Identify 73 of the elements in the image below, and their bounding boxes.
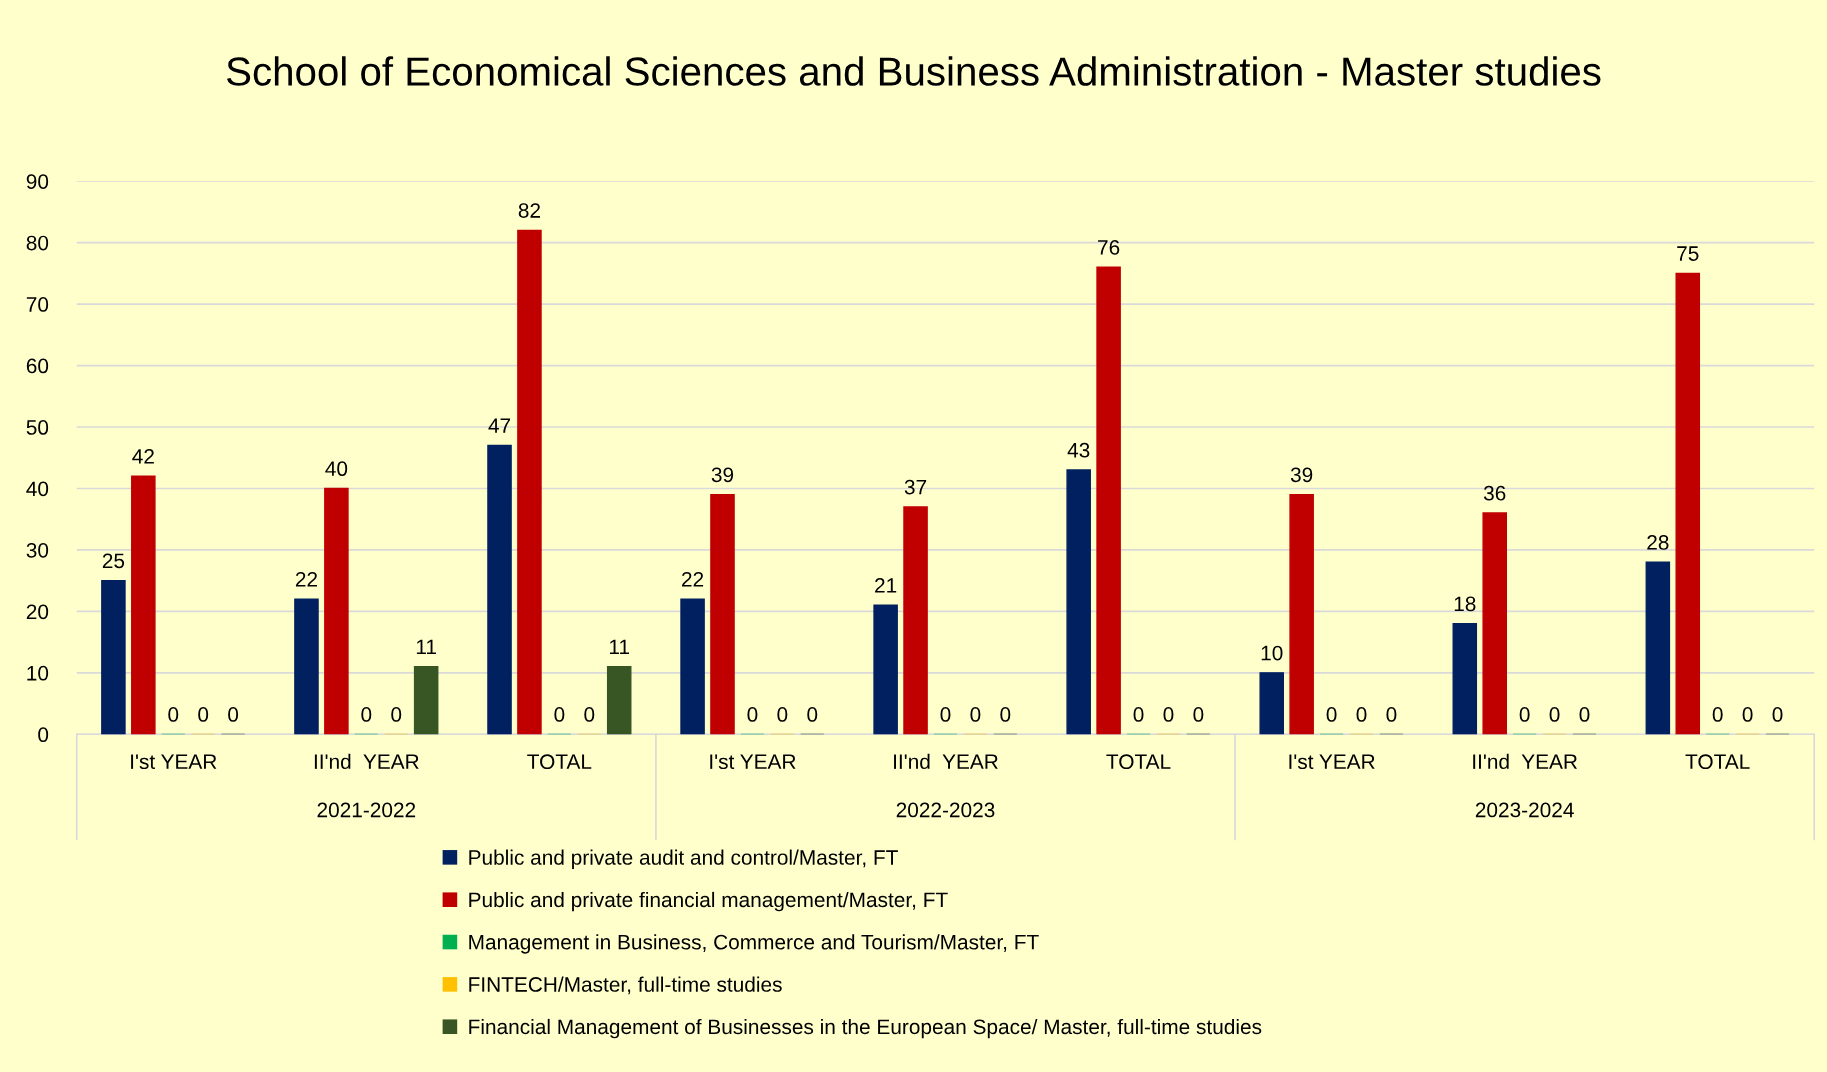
x-tick-label: II'nd YEAR <box>1473 753 1577 770</box>
data-label: 82 <box>518 203 540 218</box>
x-tick-label: I'st YEAR <box>1289 754 1375 770</box>
data-label: 10 <box>1261 645 1283 661</box>
x-tick-label: TOTAL <box>1106 754 1171 770</box>
data-label: 39 <box>711 467 734 483</box>
y-tick-label: 10 <box>27 665 49 681</box>
data-label: 0 <box>1356 707 1367 722</box>
data-label: 0 <box>1579 707 1590 722</box>
y-tick-label: 90 <box>26 174 49 189</box>
data-label: 0 <box>1193 707 1204 722</box>
data-label: 0 <box>198 707 209 722</box>
data-label: 0 <box>168 707 179 722</box>
data-label: 11 <box>609 639 630 655</box>
data-label: 0 <box>1519 707 1530 722</box>
data-label: 43 <box>1067 442 1090 458</box>
data-label: 0 <box>1163 707 1174 722</box>
data-label: 0 <box>1549 707 1560 722</box>
text: 2022-2023 <box>896 802 995 818</box>
data-label: 0 <box>1000 707 1011 722</box>
data-label: 0 <box>1772 707 1783 722</box>
data-label: 0 <box>940 707 951 722</box>
data-label: 0 <box>970 707 981 722</box>
data-label: 21 <box>875 578 897 593</box>
chart-title: School of Economical Sciences and Business Administration - Master studies <box>226 56 1601 86</box>
y-tick-label: 30 <box>26 542 49 558</box>
y-tick-label: 20 <box>26 604 49 620</box>
y-tick-label: 0 <box>38 727 49 743</box>
y-tick-label: 70 <box>26 297 49 312</box>
text: 2023-2024 <box>1475 802 1574 818</box>
data-label: 47 <box>488 418 511 433</box>
data-label: 0 <box>554 707 565 722</box>
data-label: 0 <box>584 707 595 722</box>
x-tick-label: II'nd YEAR <box>894 753 998 770</box>
y-tick-label: 50 <box>26 420 49 435</box>
y-tick-label: 40 <box>26 481 49 497</box>
x-tick-label: I'st YEAR <box>710 754 796 770</box>
data-label: 0 <box>228 707 239 722</box>
x-tick-label: II'nd YEAR <box>314 753 419 770</box>
y-tick-label: 60 <box>26 358 49 374</box>
data-label: 0 <box>391 707 402 722</box>
data-label: 0 <box>747 707 758 722</box>
data-label: 0 <box>1326 707 1337 722</box>
data-label: 0 <box>361 707 372 722</box>
data-label: 75 <box>1677 246 1699 261</box>
data-label: 18 <box>1454 596 1476 612</box>
data-label: 28 <box>1647 535 1669 550</box>
legend-label: Financial Management of Businesses in the European Space/ Master, full-time studies <box>469 1018 1262 1039</box>
data-label: 0 <box>777 707 788 722</box>
x-tick-label: TOTAL <box>527 754 592 770</box>
data-label: 0 <box>807 707 818 722</box>
data-label: 25 <box>102 553 125 569</box>
data-label: 22 <box>295 571 318 587</box>
data-label: 0 <box>1712 707 1723 722</box>
data-label: 36 <box>1483 485 1506 501</box>
legend-label: Management in Business, Commerce and Tourism/Master, FT <box>469 934 1039 954</box>
data-label: 22 <box>682 571 704 587</box>
data-label: 37 <box>904 479 927 495</box>
legend-label: Public and private audit and control/Master, FT <box>469 849 898 869</box>
legend-label: FINTECH/Master, full-time studies <box>469 976 782 995</box>
data-label: 39 <box>1290 467 1313 483</box>
data-label: 0 <box>1742 707 1753 722</box>
legend-label: Public and private financial management/Master, FT <box>469 891 948 912</box>
data-label: 40 <box>325 461 348 477</box>
x-tick-label: I'st YEAR <box>131 754 217 770</box>
data-label: 42 <box>132 448 154 464</box>
data-label: 0 <box>1386 707 1397 722</box>
x-tick-label: TOTAL <box>1685 754 1750 770</box>
data-label: 0 <box>1133 707 1144 722</box>
y-tick-label: 80 <box>26 235 49 251</box>
data-label: 11 <box>416 639 436 655</box>
data-label: 76 <box>1098 240 1120 255</box>
text: 2021-2022 <box>317 802 416 818</box>
